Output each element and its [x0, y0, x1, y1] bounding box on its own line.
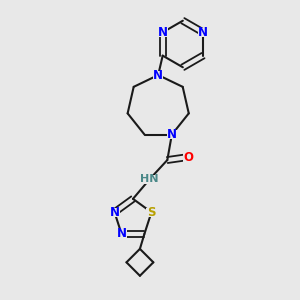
FancyBboxPatch shape — [110, 208, 120, 217]
FancyBboxPatch shape — [146, 208, 157, 217]
FancyBboxPatch shape — [141, 175, 158, 184]
Text: N: N — [158, 26, 168, 39]
Text: N: N — [117, 227, 127, 241]
Text: N: N — [110, 206, 119, 219]
Text: O: O — [183, 151, 193, 164]
FancyBboxPatch shape — [116, 230, 127, 238]
FancyBboxPatch shape — [198, 28, 208, 37]
Text: N: N — [198, 26, 208, 39]
FancyBboxPatch shape — [153, 70, 163, 80]
FancyBboxPatch shape — [183, 153, 193, 161]
Text: N: N — [167, 128, 177, 141]
Text: HN: HN — [140, 174, 159, 184]
Text: N: N — [153, 68, 163, 82]
Text: S: S — [147, 206, 156, 219]
FancyBboxPatch shape — [167, 130, 177, 139]
FancyBboxPatch shape — [158, 28, 168, 37]
